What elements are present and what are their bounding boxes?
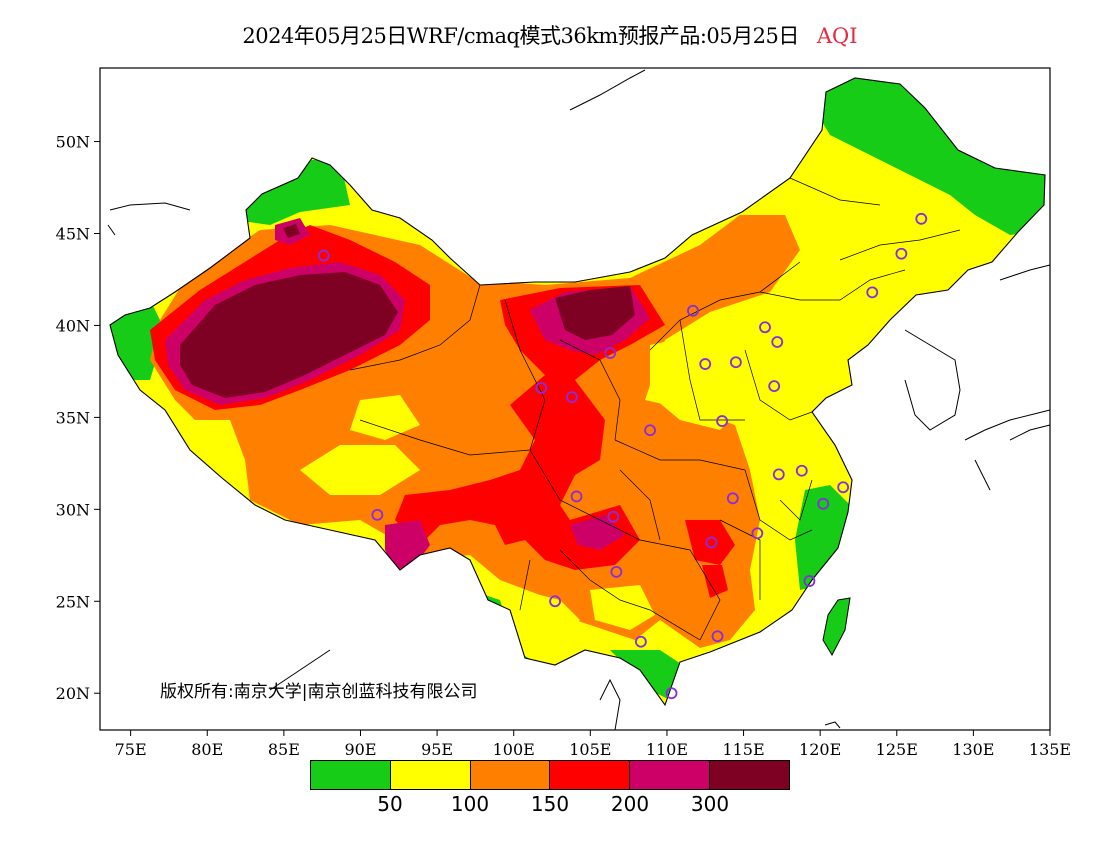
station-marker: [705, 536, 718, 549]
x-tick-label: 85E: [268, 740, 300, 759]
station-marker: [817, 497, 830, 510]
station-marker: [751, 527, 764, 540]
station-marker: [699, 358, 712, 370]
x-tick-label: 115E: [722, 740, 764, 759]
x-tick-label: 80E: [191, 740, 223, 759]
station-marker: [895, 247, 908, 260]
station-marker: [711, 630, 724, 643]
coastlines-neighbors: [107, 69, 1051, 731]
title-main: 2024年05月25日WRF/cmaq模式36km预报产品:05月25日: [242, 24, 799, 48]
station-marker: [549, 595, 561, 608]
station-marker: [535, 382, 548, 394]
station-marker: [371, 508, 384, 521]
china-outline: [109, 77, 1046, 707]
copyright-notice: 版权所有:南京大学|南京创蓝科技有限公司: [160, 682, 477, 702]
station-marker: [644, 424, 656, 437]
monitoring-stations: [317, 212, 928, 700]
y-tick-label: 50N: [56, 133, 90, 152]
station-marker: [866, 286, 879, 299]
legend-label: 50: [377, 792, 403, 816]
station-marker: [795, 464, 808, 477]
station-marker: [837, 481, 850, 494]
station-marker: [687, 304, 699, 317]
x-tick-label: 90E: [344, 740, 376, 759]
station-marker: [570, 490, 583, 503]
x-tick-label: 75E: [115, 740, 147, 759]
station-marker: [716, 415, 728, 427]
legend-label: 150: [530, 792, 570, 816]
x-axis-longitude: 75E 80E 85E 90E 95E 100E 105E 110E 115E 120E 125E 1…: [115, 730, 1071, 759]
station-marker: [772, 468, 785, 481]
y-axis-latitude: 50N 45N 40N 35N 30N 25N 20N: [56, 133, 100, 703]
legend-swatch: [470, 761, 551, 789]
legend-swatch: [311, 761, 391, 789]
station-marker: [915, 212, 928, 225]
boundary-lines: [107, 69, 1051, 731]
y-tick-label: 35N: [56, 408, 90, 427]
station-marker: [726, 492, 739, 505]
province-boundaries: [349, 177, 961, 641]
station-marker: [759, 321, 771, 334]
station-marker: [665, 687, 678, 700]
legend-label: 200: [610, 792, 650, 816]
x-tick-label: 110E: [646, 740, 688, 759]
legend-label: 300: [690, 792, 730, 816]
legend-label: 100: [450, 792, 490, 816]
x-tick-label: 130E: [952, 740, 994, 759]
map-title: 2024年05月25日WRF/cmaq模式36km预报产品:05月25日 AQI: [0, 20, 1100, 54]
legend-swatch: [550, 761, 631, 789]
y-tick-label: 20N: [56, 684, 90, 703]
station-marker: [566, 391, 578, 404]
station-marker: [634, 635, 647, 648]
station-marker: [610, 565, 623, 578]
title-variable: AQI: [816, 24, 858, 48]
legend-swatch: [630, 761, 711, 789]
x-tick-label: 120E: [799, 740, 841, 759]
legend-color-bar: [310, 760, 790, 790]
station-marker: [729, 356, 742, 369]
legend-swatch: [710, 761, 789, 789]
y-tick-label: 40N: [56, 316, 90, 335]
station-marker: [768, 380, 781, 393]
y-tick-label: 30N: [56, 500, 90, 519]
station-marker: [771, 336, 784, 348]
x-tick-label: 95E: [421, 740, 453, 759]
aqi-color-legend: 50 100 150 200 300: [310, 760, 790, 820]
station-marker: [803, 575, 816, 587]
station-marker: [604, 347, 617, 359]
y-tick-label: 45N: [56, 225, 90, 244]
station-marker: [317, 249, 330, 262]
map-frame: [99, 67, 1051, 731]
x-tick-label: 105E: [569, 740, 611, 759]
x-tick-label: 125E: [876, 740, 918, 759]
station-marker: [607, 510, 620, 523]
legend-swatch: [390, 761, 471, 789]
y-tick-label: 25N: [56, 592, 90, 611]
x-tick-label: 135E: [1029, 740, 1071, 759]
x-tick-label: 100E: [493, 740, 535, 759]
